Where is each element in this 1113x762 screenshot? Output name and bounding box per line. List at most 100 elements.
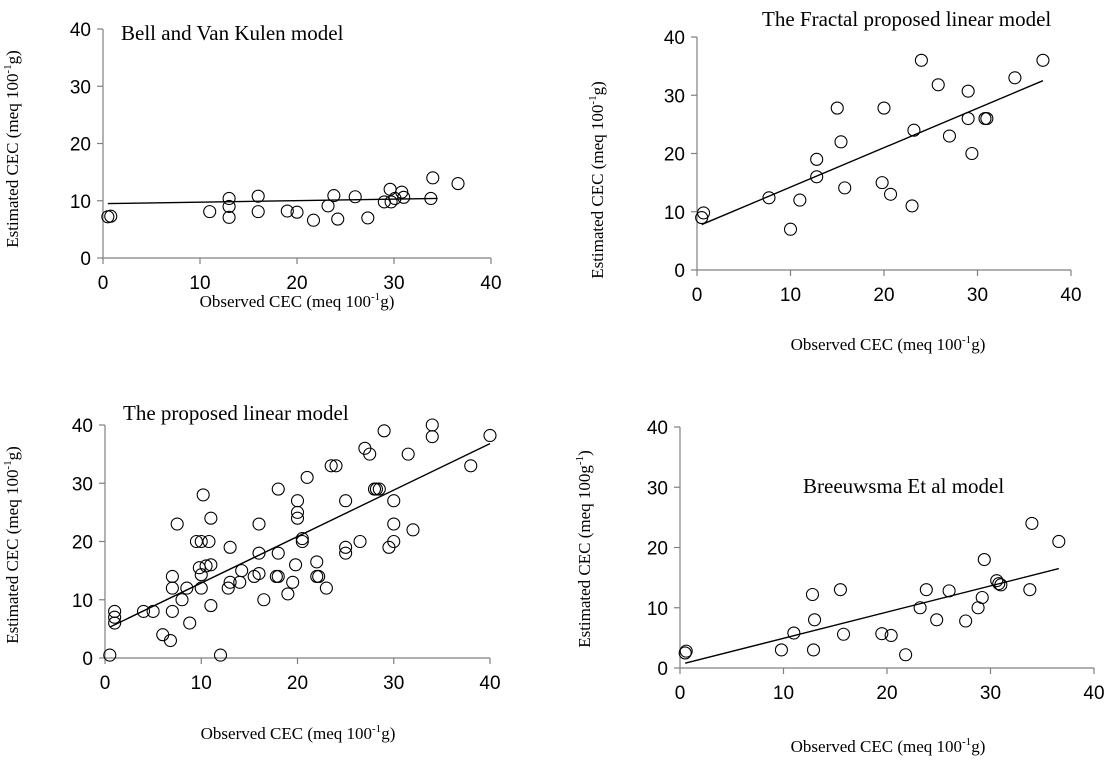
data-point [163, 633, 177, 648]
data-point [146, 604, 160, 618]
data-point [223, 575, 237, 589]
trendline [685, 567, 1059, 664]
data-point [170, 517, 184, 531]
data-point [271, 482, 285, 496]
x-tick-label: 0 [675, 683, 686, 704]
data-point [877, 101, 891, 115]
data-point [919, 583, 933, 597]
data-point [884, 628, 898, 643]
data-point [286, 575, 300, 589]
trendline [109, 443, 491, 628]
x-axis-label-suffix: g) [971, 737, 985, 756]
y-axis-label-suffix: g) [3, 50, 22, 64]
data-point [905, 199, 919, 213]
x-tick-label: 20 [873, 285, 894, 306]
data-point [965, 146, 979, 161]
y-axis-label-suffix: ) [575, 450, 594, 456]
data-point [310, 555, 324, 569]
data-point [678, 646, 692, 660]
data-point [295, 532, 309, 546]
y-tick-label: 40 [72, 416, 93, 437]
data-point [992, 577, 1006, 591]
data-point [810, 152, 824, 166]
data-point [1008, 71, 1022, 85]
x-tick-label: 20 [286, 273, 307, 294]
data-point [327, 189, 341, 203]
data-point [183, 616, 197, 630]
chart-title: Breeuwsma Et al model [803, 474, 1004, 498]
data-point [377, 424, 391, 438]
data-point [883, 187, 898, 201]
data-point [252, 517, 266, 531]
y-tick-label: 0 [657, 659, 668, 680]
data-point [108, 610, 122, 624]
data-point [425, 418, 439, 432]
x-tick-label: 10 [191, 673, 212, 694]
data-point [280, 204, 294, 218]
data-point [406, 523, 420, 537]
data-point [204, 599, 218, 613]
data-point [1023, 583, 1037, 597]
data-point [339, 494, 353, 508]
y-tick-label: 20 [72, 533, 93, 554]
data-point [221, 581, 235, 595]
x-tick-label: 40 [480, 273, 501, 294]
data-point [836, 627, 851, 641]
data-point [387, 494, 401, 508]
data-point [397, 190, 411, 204]
y-tick-label: 20 [70, 135, 91, 156]
data-point [395, 185, 409, 199]
x-axis-label-superscript: -1 [962, 736, 971, 748]
x-tick-label: 0 [692, 285, 703, 306]
data-point [312, 569, 326, 584]
data-point [203, 205, 217, 219]
y-axis-label-text: Estimated CEC (meq 100 [3, 74, 22, 248]
data-point [222, 191, 236, 206]
data-point [348, 190, 362, 204]
y-axis-label-text: Estimated CEC (meq 100g [575, 465, 594, 648]
data-point [424, 191, 438, 206]
data-point [321, 199, 335, 213]
data-point [281, 587, 295, 601]
data-point [202, 534, 216, 549]
y-tick-label: 20 [647, 539, 668, 560]
data-point [257, 593, 271, 607]
data-point [975, 590, 989, 605]
data-point [959, 614, 973, 628]
data-point [324, 459, 338, 473]
data-point [931, 78, 945, 92]
data-point [387, 534, 401, 549]
data-point [361, 211, 375, 225]
x-tick-label: 30 [383, 273, 404, 294]
y-tick-label: 20 [664, 145, 685, 166]
x-axis-label-text: Observed CEC (meq 100 [201, 724, 372, 743]
data-point [1025, 516, 1039, 530]
data-point [913, 601, 927, 615]
data-point [384, 195, 398, 209]
y-axis-label-superscript: -1 [2, 64, 14, 73]
data-point [990, 574, 1004, 588]
data-point [204, 558, 218, 572]
data-point [271, 569, 285, 584]
x-tick-label: 30 [967, 285, 988, 306]
data-point [783, 222, 798, 236]
data-point [319, 581, 333, 595]
data-point [213, 648, 228, 662]
data-point [994, 578, 1008, 592]
data-point [805, 587, 820, 602]
y-tick-label: 10 [70, 192, 91, 213]
data-point [222, 199, 236, 214]
x-axis-label-superscript: -1 [962, 334, 971, 346]
x-tick-label: 20 [287, 673, 308, 694]
x-axis-label-suffix: g) [971, 335, 985, 354]
data-point [810, 170, 824, 184]
x-axis-label-suffix: g) [381, 724, 395, 743]
y-axis-label-superscript: -1 [574, 456, 586, 465]
y-axis-label: Estimated CEC (meq 100-1g) [2, 446, 22, 644]
data-point [696, 206, 711, 220]
x-tick-label: 40 [1060, 285, 1081, 306]
x-tick-label: 20 [876, 683, 897, 704]
data-point [175, 593, 189, 607]
